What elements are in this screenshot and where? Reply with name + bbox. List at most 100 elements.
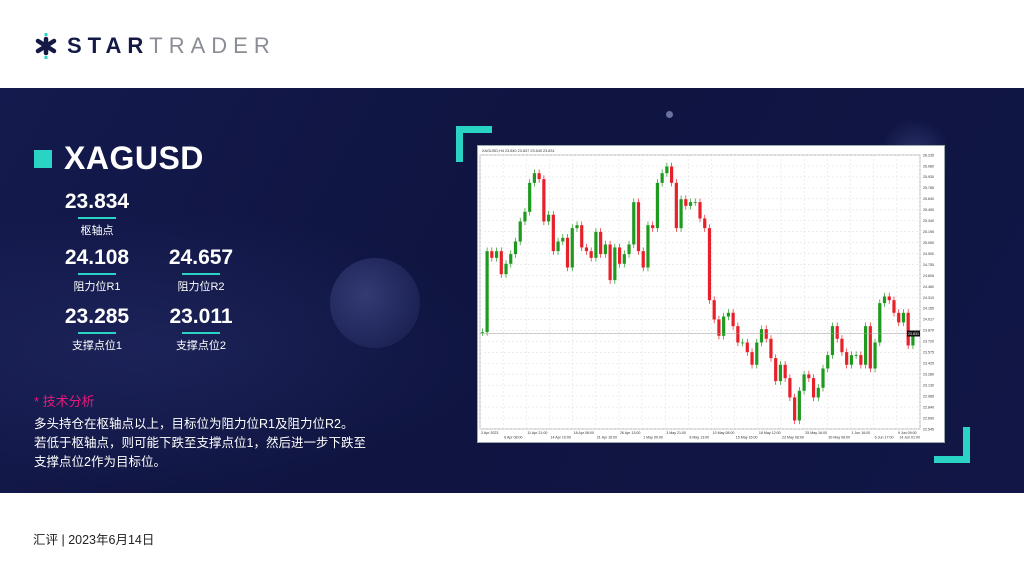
candle-body <box>660 173 664 183</box>
candle-body <box>897 312 901 323</box>
candle-body <box>504 263 508 275</box>
candle-body <box>556 241 560 252</box>
candle-body <box>480 332 484 333</box>
logo-text-star: STAR <box>67 33 150 58</box>
candle-body <box>816 387 820 398</box>
y-tick-label: 23.870 <box>923 329 934 333</box>
candle-body <box>594 231 598 258</box>
analysis-line: 多头持仓在枢轴点以上，目标位为阻力位R1及阻力位R2。 <box>34 417 354 431</box>
y-tick-label: 23.280 <box>923 373 934 377</box>
candle-body <box>736 326 740 343</box>
x-tick-label: 15 May 16:00 <box>736 436 758 440</box>
analysis-heading: * 技术分析 <box>34 394 95 409</box>
divider <box>78 217 116 219</box>
y-tick-label: 26.080 <box>923 164 934 168</box>
candle-body <box>745 342 749 353</box>
candle-body <box>622 254 626 264</box>
y-tick-label: 25.930 <box>923 175 934 179</box>
candle-body <box>778 364 783 382</box>
x-tick-label: 6 Jun 17:00 <box>875 436 894 440</box>
r1-level: 24.108 阻力位R1 <box>42 246 152 294</box>
x-tick-label: 14 Apr 10:00 <box>550 436 570 440</box>
candle-body <box>845 352 849 365</box>
candle-body <box>873 342 877 369</box>
level-label: 支撑点位2 <box>175 340 227 352</box>
candle-body <box>523 211 527 222</box>
x-tick-label: 18 Apr 08:00 <box>574 431 594 435</box>
candle-body <box>494 251 499 258</box>
level-value: 24.108 <box>64 246 130 269</box>
decor-sphere <box>330 258 420 348</box>
candle-body <box>537 173 541 180</box>
y-tick-label: 25.640 <box>923 197 934 201</box>
x-tick-label: 21 Apr 16:00 <box>597 436 617 440</box>
candle-body <box>731 312 735 327</box>
y-tick-label: 24.017 <box>923 318 934 322</box>
candle-body <box>646 225 650 268</box>
candle-body <box>788 378 792 398</box>
x-tick-label: 1 May 00:00 <box>643 436 663 440</box>
candle-body <box>674 182 678 229</box>
x-tick-label: 25 May 16:00 <box>805 431 827 435</box>
y-tick-label: 24.460 <box>923 285 934 289</box>
level-value: 23.285 <box>64 305 130 328</box>
level-label: 阻力位R2 <box>177 281 225 293</box>
level-label: 阻力位R1 <box>73 281 121 293</box>
y-tick-label: 22.985 <box>923 394 934 398</box>
y-tick-label: 25.050 <box>923 241 934 245</box>
symbol-name: XAGUSD <box>64 140 204 176</box>
candle-body <box>811 378 816 398</box>
candle-body <box>551 214 555 252</box>
candle-body <box>693 202 697 203</box>
s2-level: 23.011 支撑点位2 <box>146 305 256 353</box>
bracket-bottom-right <box>963 427 970 463</box>
y-tick-label: 22.840 <box>923 405 934 409</box>
candle-body <box>807 374 811 379</box>
y-tick-label: 22.690 <box>923 416 934 420</box>
price-chart: 26.235 26.080 25.930 25.785 25.640 25.490 25.3… <box>477 145 945 443</box>
candle-body <box>509 254 513 264</box>
analysis-banner: XAGUSD 23.834 枢轴点 24.108 阻力位R1 24.657 阻力位R2… <box>0 88 1024 493</box>
x-tick-label: 8 May 13:00 <box>689 436 709 440</box>
candle-body <box>485 251 489 333</box>
bracket-top-left <box>456 126 463 162</box>
candle-body <box>911 335 915 346</box>
candle-body <box>835 326 839 339</box>
x-tick-label: 10 May 08:00 <box>713 431 735 435</box>
candle-body <box>854 355 858 356</box>
x-tick-label: 18 May 12:00 <box>759 431 781 435</box>
candle-body <box>859 355 863 365</box>
y-tick-label: 26.235 <box>923 153 934 157</box>
candle-body <box>688 202 693 206</box>
candle-body <box>547 214 551 222</box>
candle-body <box>570 228 574 268</box>
candle-body <box>887 296 891 301</box>
x-tick-label: 23 May 08:00 <box>782 436 804 440</box>
candle-body <box>802 374 806 391</box>
y-tick-label: 25.785 <box>923 186 934 190</box>
divider <box>78 332 116 334</box>
level-value: 24.657 <box>168 246 234 269</box>
candle-body <box>542 179 546 222</box>
candle-body <box>632 202 636 245</box>
candle-body <box>655 182 660 229</box>
candle-body <box>490 251 494 258</box>
candle-body <box>826 355 830 369</box>
candle-body <box>580 225 584 248</box>
logo-text-trader: TRADER <box>149 33 276 58</box>
candle-body <box>840 338 844 353</box>
x-tick-label: 11 Apr 21:00 <box>527 431 547 435</box>
decor-dot <box>666 111 673 118</box>
y-tick-label: 25.340 <box>923 219 934 223</box>
y-tick-label: 24.900 <box>923 252 934 256</box>
x-tick-label: 6 Apr 08:00 <box>504 436 522 440</box>
candle-body <box>603 244 607 255</box>
y-tick-label: 22.545 <box>923 427 934 431</box>
candle-body <box>901 312 906 323</box>
candle-body <box>821 368 825 388</box>
x-tick-label: 14 Jun 01:00 <box>899 436 920 440</box>
technical-analysis: * 技术分析 多头持仓在枢轴点以上，目标位为阻力位R1及阻力位R2。 若低于枢轴… <box>34 391 366 472</box>
candle-body <box>774 358 778 382</box>
x-tick-label: 9 Jun 09:00 <box>898 431 917 435</box>
candle-body <box>532 173 537 183</box>
